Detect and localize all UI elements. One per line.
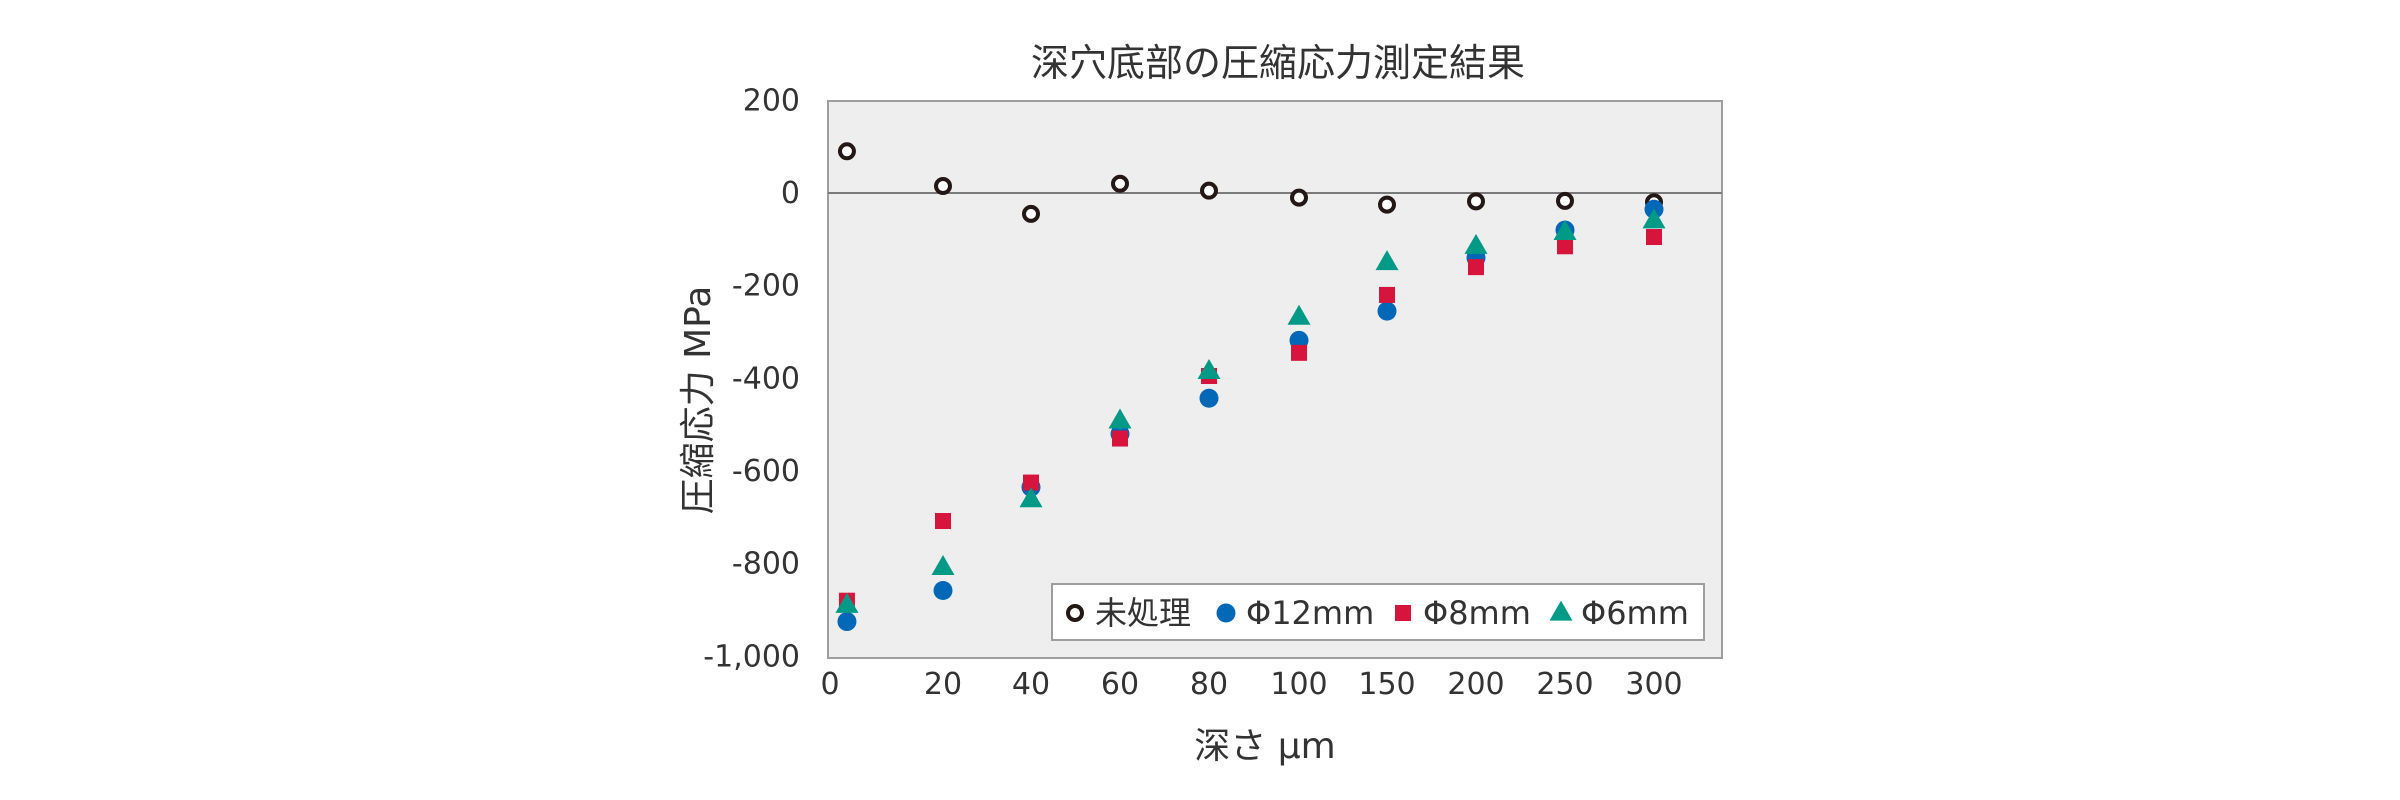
legend-label-2: Φ12mm <box>1246 594 1374 632</box>
data-point-series-1 <box>934 177 952 196</box>
data-point-series-1 <box>1378 195 1396 214</box>
data-point-series-3 <box>1112 430 1128 447</box>
data-point-series-3 <box>1468 259 1484 276</box>
legend-marker-4 <box>1549 600 1573 621</box>
data-point-series-1 <box>1200 181 1218 200</box>
data-point-series-4 <box>1375 250 1399 271</box>
chart-title: 深穴底部の圧縮応力測定結果 <box>1031 41 1525 85</box>
data-point-series-3 <box>1379 286 1395 303</box>
legend-marker-3 <box>1395 605 1411 621</box>
x-tick-label: 20 <box>924 667 962 702</box>
y-axis-label: 圧縮応力 MPa <box>678 286 719 515</box>
data-point-series-4 <box>1553 219 1577 240</box>
data-point-series-4 <box>931 554 955 575</box>
legend-label-1: 未処理 <box>1095 594 1191 632</box>
data-points <box>835 142 1666 632</box>
y-tick-label: -600 <box>732 454 800 489</box>
y-tick-label: 200 <box>743 83 800 118</box>
data-point-series-4 <box>835 592 859 613</box>
x-tick-label: 80 <box>1190 667 1228 702</box>
legend-label-3: Φ8mm <box>1423 594 1531 632</box>
x-axis-ticks: 0 20 40 60 80 100 150 200 250 300 <box>820 667 1682 702</box>
legend-box <box>1051 583 1705 641</box>
data-point-series-2 <box>837 612 857 632</box>
x-tick-label: 150 <box>1358 667 1415 702</box>
data-point-series-2 <box>933 581 953 601</box>
data-point-series-1 <box>1111 174 1129 193</box>
legend-label-4: Φ6mm <box>1581 594 1689 632</box>
data-point-series-3 <box>1291 344 1307 361</box>
y-tick-label: -1,000 <box>703 639 800 674</box>
x-tick-label: 40 <box>1012 667 1050 702</box>
x-axis-label: 深さ μm <box>1194 726 1335 767</box>
data-point-series-4 <box>1108 408 1132 429</box>
data-point-series-3 <box>935 513 951 530</box>
y-tick-label: -800 <box>732 547 800 582</box>
y-axis-ticks: 200 0 -200 -400 -600 -800 -1,000 <box>703 83 800 674</box>
data-point-series-4 <box>1464 233 1488 254</box>
x-tick-label: 250 <box>1536 667 1593 702</box>
data-point-series-4 <box>1287 304 1311 325</box>
y-tick-label: -200 <box>732 269 800 304</box>
data-point-series-1 <box>1556 191 1574 210</box>
data-point-series-4 <box>1642 208 1666 229</box>
y-tick-label: -400 <box>732 361 800 396</box>
x-tick-label: 60 <box>1101 667 1139 702</box>
data-point-series-2 <box>1199 388 1219 408</box>
data-point-series-4 <box>1197 358 1221 379</box>
legend: 未処理 Φ12mm Φ8mm Φ6mm <box>1051 583 1705 641</box>
x-tick-label: 300 <box>1625 667 1682 702</box>
data-point-series-3 <box>1557 238 1573 255</box>
y-tick-label: 0 <box>781 176 800 211</box>
data-point-series-1 <box>1022 204 1040 223</box>
data-point-series-3 <box>1646 229 1662 246</box>
x-tick-label: 200 <box>1447 667 1504 702</box>
data-point-series-3 <box>1023 474 1039 491</box>
x-tick-label: 100 <box>1270 667 1327 702</box>
data-point-series-2 <box>1377 301 1397 321</box>
x-tick-label: 0 <box>820 667 839 702</box>
data-point-series-1 <box>837 142 856 161</box>
legend-marker-2 <box>1216 603 1236 623</box>
plot-area <box>827 100 1723 659</box>
data-point-series-1 <box>1290 188 1308 207</box>
data-point-series-1 <box>1467 192 1485 211</box>
legend-marker-1 <box>1066 604 1084 622</box>
data-point-series-4 <box>1019 487 1043 508</box>
